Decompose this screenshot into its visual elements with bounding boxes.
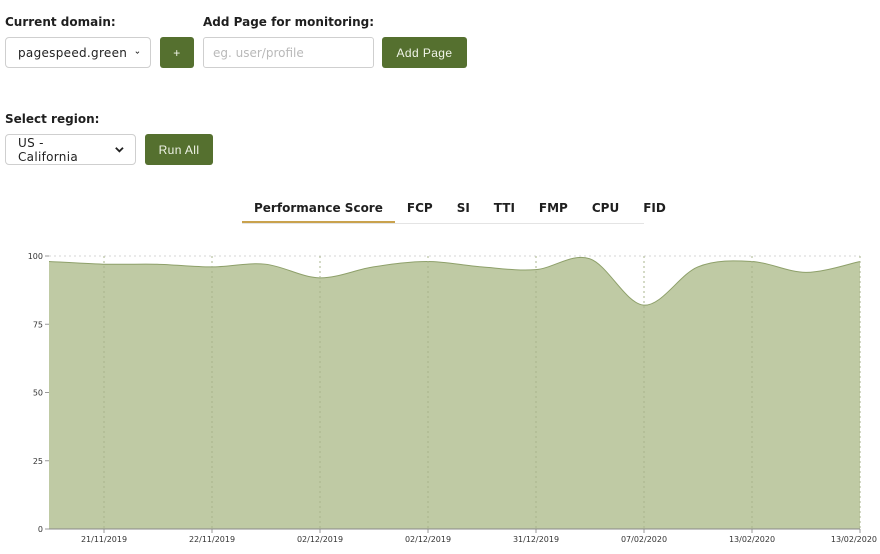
chevron-down-icon <box>135 51 140 54</box>
tab-si[interactable]: SI <box>456 201 470 215</box>
tab-performance-score[interactable]: Performance Score <box>242 196 395 223</box>
run-all-button[interactable]: Run All <box>145 134 213 165</box>
add-domain-button[interactable]: + <box>160 37 194 68</box>
tab-tti[interactable]: TTI <box>493 201 515 215</box>
y-tick-label: 25 <box>33 457 43 466</box>
page-path-input[interactable] <box>203 37 374 68</box>
performance-score-area <box>49 257 860 529</box>
domain-select[interactable]: pagespeed.green <box>5 37 151 68</box>
x-tick-label: 13/02/2020 <box>831 535 877 544</box>
x-tick-label: 02/12/2019 <box>405 535 451 544</box>
add-page-button[interactable]: Add Page <box>382 37 467 68</box>
x-tick-label: 22/11/2019 <box>189 535 235 544</box>
domain-select-value: pagespeed.green <box>18 45 128 60</box>
current-domain-label: Current domain: <box>5 15 116 29</box>
y-tick-label: 75 <box>33 320 43 329</box>
select-region-label: Select region: <box>5 112 100 126</box>
performance-score-line <box>48 256 861 306</box>
x-tick-label: 31/12/2019 <box>513 535 559 544</box>
metric-tabs: Performance Score FCP SI TTI FMP CPU FID <box>242 196 666 224</box>
region-select[interactable]: US - California <box>5 134 136 165</box>
tab-cpu[interactable]: CPU <box>591 201 620 215</box>
performance-chart: 0 25 50 75 100 21/11/2019 22/11/2019 02/12/2019… <box>28 252 877 544</box>
add-page-label: Add Page for monitoring: <box>203 15 375 29</box>
tab-fcp[interactable]: FCP <box>406 201 433 215</box>
x-tick-label: 02/12/2019 <box>297 535 343 544</box>
x-tick-label: 13/02/2020 <box>729 535 775 544</box>
y-tick-label: 100 <box>28 252 43 261</box>
tab-fid[interactable]: FID <box>643 201 666 215</box>
tab-fmp[interactable]: FMP <box>538 201 568 215</box>
region-select-value: US - California <box>18 135 78 164</box>
x-tick-label: 07/02/2020 <box>621 535 667 544</box>
y-tick-label: 50 <box>33 389 43 398</box>
y-tick-label: 0 <box>38 525 43 534</box>
x-tick-label: 21/11/2019 <box>81 535 127 544</box>
chevron-down-icon <box>115 147 124 153</box>
